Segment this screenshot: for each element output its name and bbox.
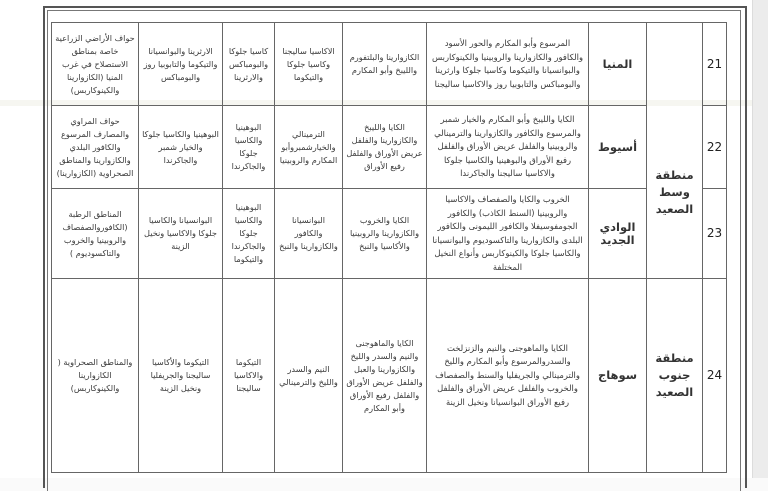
governorate-cell: الوادي الجديد: [588, 188, 647, 279]
species-cell: البوهينيا والكاسيا جلوكا والخيار شمبر وا…: [138, 105, 223, 189]
species-cell: التيكوما والاكاسيا ساليجنا: [222, 278, 275, 473]
species-main-cell: الكايا والليبخ وأبو المكارم والخيار شمبر…: [426, 105, 589, 189]
tree-species-table: 21 منطقة وسط الصعيد المنيا المرسوع وأبو …: [51, 22, 727, 473]
species-cell: الكايا والماهوجنى والنيم والسدر والليخ و…: [342, 278, 427, 473]
species-main-cell: الكايا والماهوجنى والنيم والزنزلخت والسد…: [426, 278, 589, 473]
species-cell: النيم والسدر والليخ والترمينالي: [274, 278, 343, 473]
species-cell: الارثرينا والبوانسيانا والتيكوما والتابو…: [138, 22, 223, 106]
table-row: 23 الوادي الجديد الخروب والكايا والصفصاف…: [51, 188, 727, 279]
row-number: 23: [702, 188, 727, 279]
region-cell: منطقة وسط الصعيد: [646, 22, 703, 279]
species-cell: البوهينيا والكاسيا جلوكا والجاكرندا والت…: [222, 188, 275, 279]
species-cell: حواف الأراضي الزراعية خاصة بمناطق الاستص…: [51, 22, 139, 106]
row-number: 24: [702, 278, 727, 473]
species-cell: البوانسيانا والكافور والكازوارينا والنبخ: [274, 188, 343, 279]
species-cell: الكايا والخروب والكازوارينا والروبينيا و…: [342, 188, 427, 279]
table-row: 21 منطقة وسط الصعيد المنيا المرسوع وأبو …: [51, 22, 727, 279]
species-cell: البوهينيا والكاسيا جلوكا والجاكرندا: [222, 105, 275, 189]
row-number: 21: [702, 22, 727, 106]
table-row: 22 أسيوط الكايا والليبخ وأبو المكارم وال…: [51, 105, 727, 189]
governorate-cell: أسيوط: [588, 105, 647, 189]
table-row: 24 منطقة جنوب الصعيد سوهاج الكايا والماه…: [51, 278, 727, 473]
species-main-cell: المرسوع وأبو المكارم والحور الأسود والكا…: [426, 22, 589, 106]
species-cell: الكايا والليبخ والكازوارينا والفلفل عريض…: [342, 105, 427, 189]
viewer-margin: [752, 0, 768, 478]
species-cell: التيكوما والأكاسيا ساليجنا والجريفليا ون…: [138, 278, 223, 473]
row-number: 22: [702, 105, 727, 189]
species-cell: كاسيا جلوكا والبومباكس والارثرينا: [222, 22, 275, 106]
governorate-cell: المنيا: [588, 22, 647, 106]
document-page: 21 منطقة وسط الصعيد المنيا المرسوع وأبو …: [0, 6, 752, 491]
governorate-cell: سوهاج: [588, 278, 647, 473]
species-cell: والمناطق الصحراوية ( الكازوارينا والكينو…: [51, 278, 139, 473]
species-main-cell: الخروب والكايا والصفصاف والاكاسيا والروب…: [426, 188, 589, 279]
species-cell: البوانسيانا والكاسيا جلوكا والاكاسيا ونخ…: [138, 188, 223, 279]
species-cell: الكازوارينا والبلتفورم والليبخ وأبو المك…: [342, 22, 427, 106]
page-border-inner: [47, 10, 741, 491]
species-cell: الترمينالي والخيارشمبروأبو المكارم والرو…: [274, 105, 343, 189]
region-cell: منطقة جنوب الصعيد: [646, 278, 703, 473]
species-cell: حواف المراوي والمصارف المرسوع والكافور ا…: [51, 105, 139, 189]
species-cell: المناطق الرطبة (الكافوروالصفصاف والروبين…: [51, 188, 139, 279]
species-cell: الاكاسيا ساليجنا وكاسيا جلوكا والتيكوما: [274, 22, 343, 106]
page-border-outer: [43, 6, 747, 488]
